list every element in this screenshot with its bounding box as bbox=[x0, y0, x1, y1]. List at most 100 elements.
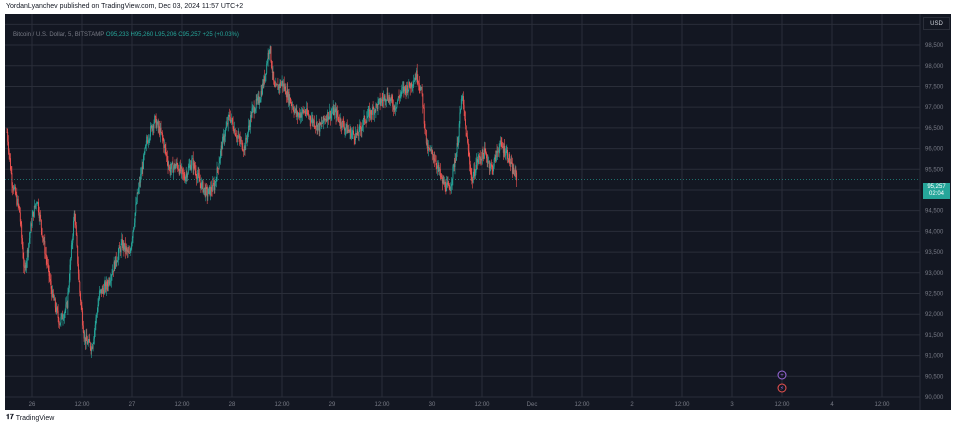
candle-body bbox=[243, 146, 245, 152]
candle-body bbox=[457, 143, 459, 146]
candle-body bbox=[108, 280, 109, 287]
candle-body bbox=[404, 86, 406, 89]
candle-body bbox=[346, 123, 348, 134]
candle-body bbox=[489, 167, 491, 169]
candle-body bbox=[456, 143, 458, 154]
candle-body bbox=[273, 71, 275, 82]
candle-body bbox=[238, 135, 240, 137]
x-tick-label: 26 bbox=[29, 402, 36, 408]
candle-body bbox=[342, 121, 344, 123]
candle-body bbox=[401, 87, 403, 93]
candle-body bbox=[139, 181, 141, 183]
chart-area[interactable]: 99,00098,50098,00097,50097,00096,50096,0… bbox=[5, 14, 951, 410]
candle-body bbox=[149, 136, 151, 140]
candle-body bbox=[45, 253, 46, 255]
candle-body bbox=[146, 140, 148, 142]
candle-body bbox=[410, 82, 412, 89]
candle-body bbox=[376, 103, 378, 105]
candle-body bbox=[26, 260, 28, 268]
candle-body bbox=[471, 174, 473, 179]
candle-body bbox=[369, 109, 371, 118]
candle-body bbox=[381, 99, 382, 103]
candle-body bbox=[280, 82, 282, 86]
candle-body bbox=[95, 317, 97, 325]
candle-body bbox=[69, 264, 71, 281]
candle-body bbox=[129, 253, 130, 254]
candle-body bbox=[153, 122, 155, 129]
candle-body bbox=[164, 144, 165, 148]
candle-body bbox=[358, 126, 360, 136]
candle-body bbox=[148, 139, 150, 141]
candle-body bbox=[392, 100, 394, 107]
candle-body bbox=[329, 110, 331, 117]
candle-body bbox=[362, 119, 364, 126]
candle-body bbox=[88, 339, 90, 342]
candle-body bbox=[98, 299, 100, 305]
candle-body bbox=[73, 220, 74, 237]
candle-body bbox=[425, 129, 427, 130]
candle-body bbox=[30, 223, 32, 233]
candle-body bbox=[337, 115, 339, 117]
candle-body bbox=[199, 176, 200, 182]
candle-body bbox=[336, 110, 338, 116]
candle-body bbox=[465, 125, 467, 137]
candle-body bbox=[439, 168, 441, 171]
candle-body bbox=[294, 108, 296, 111]
candle-body bbox=[74, 213, 76, 221]
candle-body bbox=[96, 311, 98, 315]
candle-body bbox=[474, 172, 476, 177]
currency-button[interactable]: USD bbox=[923, 17, 950, 30]
candle-body bbox=[227, 122, 228, 125]
candle-body bbox=[58, 317, 60, 325]
candle-body bbox=[335, 108, 337, 118]
candle-body bbox=[467, 136, 469, 143]
candle-body bbox=[209, 186, 211, 196]
candle-body bbox=[483, 147, 485, 159]
candle-body bbox=[327, 112, 329, 121]
candle-body bbox=[341, 121, 343, 128]
candle-body bbox=[338, 116, 340, 121]
candle-body bbox=[322, 123, 324, 124]
candle-body bbox=[305, 113, 307, 115]
candle-body bbox=[112, 270, 114, 275]
candle-body bbox=[275, 84, 277, 88]
candle-body bbox=[105, 282, 107, 290]
candle-body bbox=[492, 167, 494, 172]
price-chart[interactable]: 99,00098,50098,00097,50097,00096,50096,0… bbox=[5, 14, 951, 410]
candle-body bbox=[249, 125, 251, 127]
candle-body bbox=[213, 183, 214, 185]
candle-body bbox=[451, 183, 452, 187]
candle-body bbox=[32, 211, 34, 217]
candle-body bbox=[394, 105, 396, 111]
candle-body bbox=[99, 290, 101, 292]
candle-body bbox=[190, 165, 192, 170]
candle-body bbox=[215, 181, 217, 184]
symbol-label: Bitcoin / U.S. Dollar, 5, BITSTAMP bbox=[13, 32, 105, 38]
candle-body bbox=[218, 163, 220, 169]
candle-body bbox=[136, 192, 138, 203]
candle-body bbox=[21, 238, 23, 248]
candle-body bbox=[473, 168, 475, 177]
candle-body bbox=[385, 101, 387, 102]
candle-body bbox=[423, 107, 425, 124]
candle-body bbox=[446, 183, 448, 192]
candle-body bbox=[49, 275, 51, 279]
candle-body bbox=[195, 170, 197, 176]
candle-body bbox=[476, 159, 478, 163]
candle-body bbox=[60, 316, 62, 323]
candle-body bbox=[290, 103, 292, 104]
candle-body bbox=[283, 83, 284, 87]
candle-body bbox=[230, 119, 232, 122]
candle-body bbox=[199, 181, 201, 184]
candle-body bbox=[145, 140, 147, 146]
candle-body bbox=[360, 125, 361, 129]
candle-body bbox=[145, 145, 147, 148]
y-tick-label: 90,500 bbox=[925, 374, 944, 380]
tradingview-logo[interactable]: 𝟏𝟕 TradingView bbox=[6, 414, 54, 422]
candle-body bbox=[367, 110, 369, 116]
candle-body bbox=[345, 128, 347, 129]
candle-body bbox=[133, 227, 135, 231]
candle-body bbox=[414, 77, 416, 81]
candle-body bbox=[511, 161, 513, 164]
candle-body bbox=[314, 126, 316, 128]
